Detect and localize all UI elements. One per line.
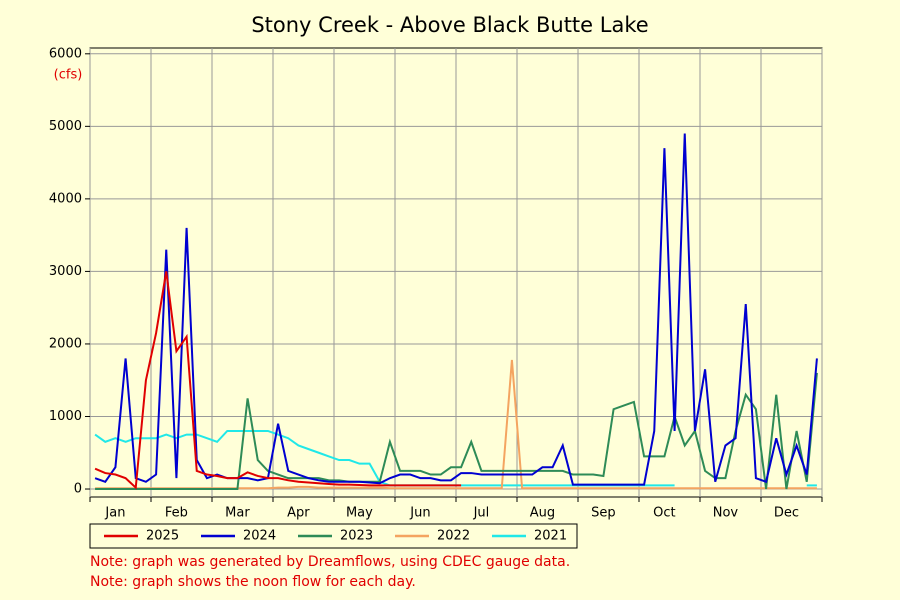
x-tick-label: Sep [591, 506, 616, 521]
legend-label: 2023 [340, 529, 373, 544]
x-tick-label: Feb [165, 506, 188, 521]
x-tick-label: Nov [713, 506, 739, 521]
note: Note: graph was generated by Dreamflows,… [90, 554, 570, 570]
x-tick-label: Jun [409, 506, 430, 521]
x-tick-label: Mar [225, 506, 250, 521]
x-tick-label: Dec [774, 506, 799, 521]
x-tick-label: Jul [473, 506, 490, 521]
x-tick-label: Jan [104, 506, 125, 521]
chart-title: Stony Creek - Above Black Butte Lake [251, 13, 648, 37]
x-tick-label: Aug [530, 506, 555, 521]
legend-label: 2021 [534, 529, 567, 544]
y-tick-label: 0 [74, 482, 82, 497]
x-tick-label: Apr [287, 506, 310, 521]
y-tick-label: 2000 [49, 336, 82, 351]
legend-label: 2024 [243, 529, 276, 544]
legend-label: 2025 [146, 529, 179, 544]
x-tick-label: Oct [653, 506, 675, 521]
note: Note: graph shows the noon flow for each… [90, 574, 416, 590]
series-line [95, 372, 818, 491]
y-tick-label: 6000 [49, 46, 82, 61]
legend-label: 2022 [437, 529, 470, 544]
y-tick-label: 3000 [49, 264, 82, 279]
y-tick-label: 4000 [49, 191, 82, 206]
y-unit: (cfs) [54, 68, 83, 83]
x-tick-label: May [346, 506, 373, 521]
y-tick-label: 5000 [49, 119, 82, 134]
y-tick-label: 1000 [49, 409, 82, 424]
series-line [94, 271, 462, 490]
